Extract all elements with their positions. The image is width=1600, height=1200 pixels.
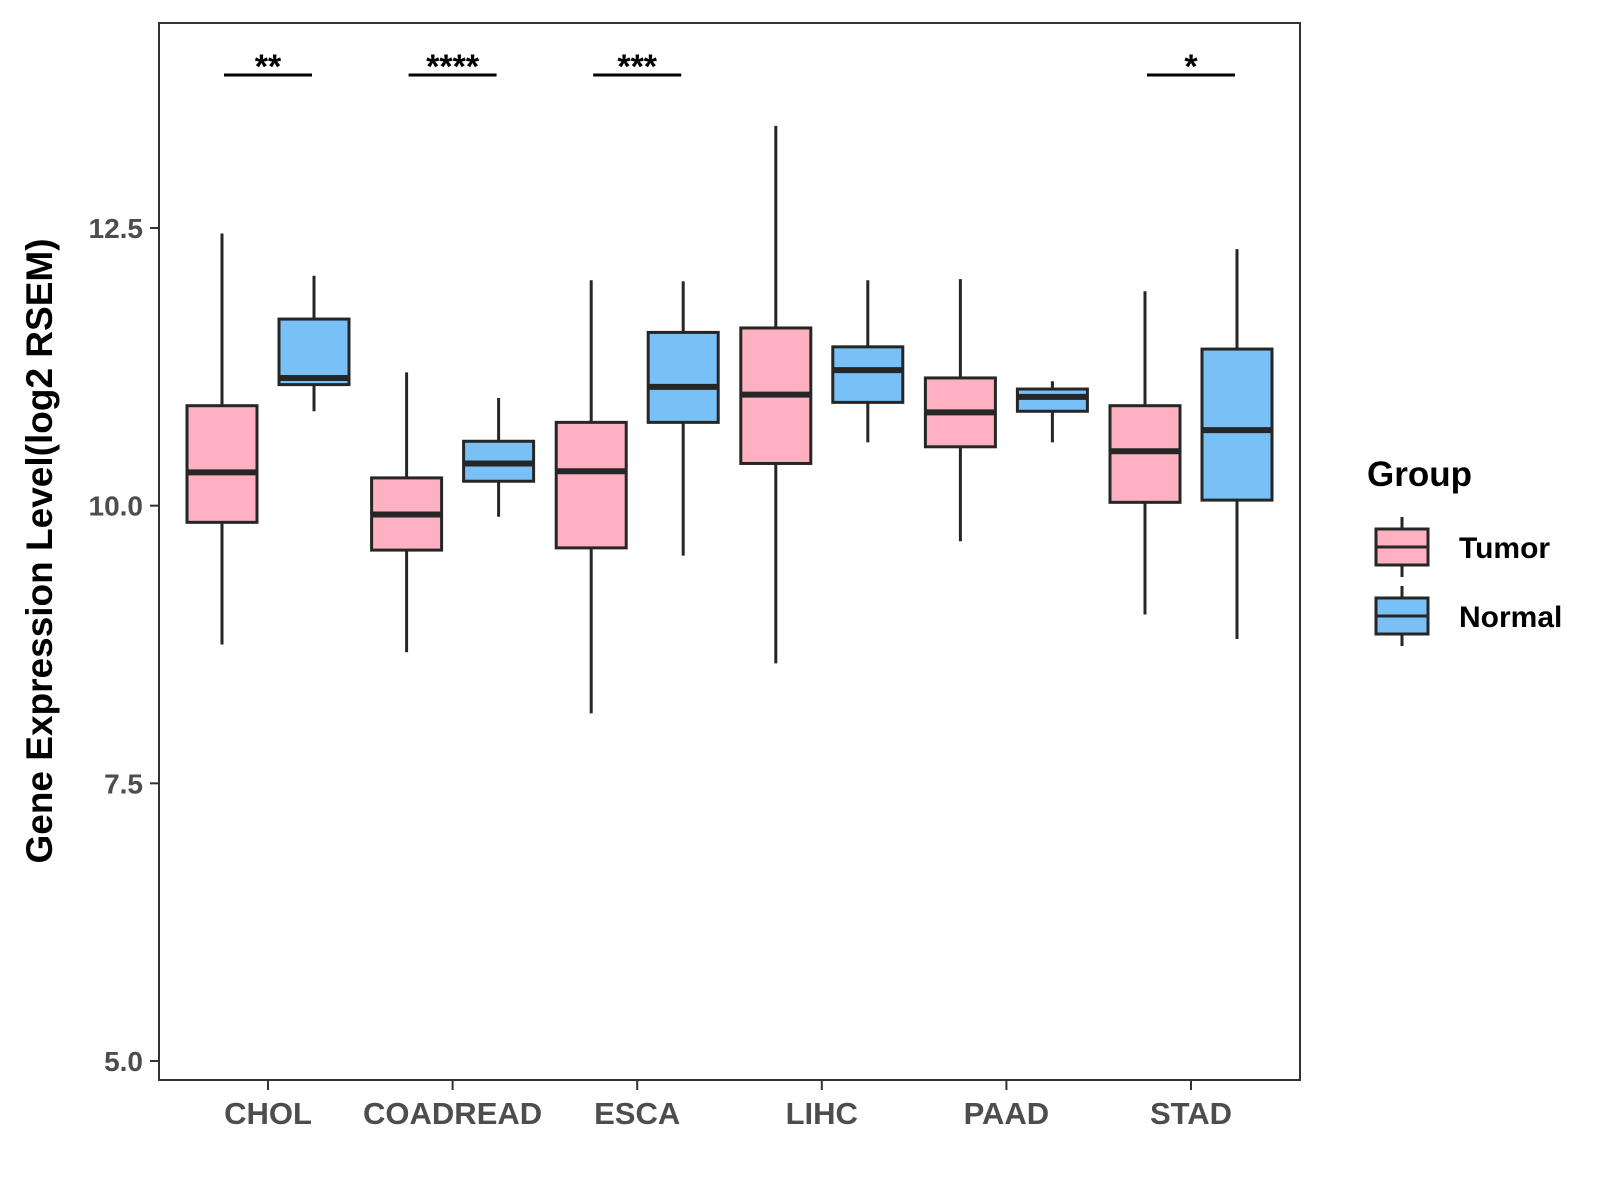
legend-entry-tumor: Tumor xyxy=(1374,517,1550,577)
box-tumor-coadread xyxy=(370,372,444,653)
legend: Group Tumor Normal xyxy=(1367,455,1562,646)
plot-panel xyxy=(158,22,1301,1081)
box-normal-coadread xyxy=(462,397,536,517)
x-tick-label: ESCA xyxy=(594,1096,680,1131)
box-body xyxy=(277,317,351,387)
y-axis-label: Gene Expression Level(log2 RSEM) xyxy=(19,238,60,863)
box-body xyxy=(1200,347,1274,502)
significance-label: * xyxy=(1184,48,1198,86)
legend-title: Group xyxy=(1367,455,1472,494)
y-tick-label: 12.5 xyxy=(89,213,144,244)
x-tick-label: COADREAD xyxy=(363,1096,542,1131)
x-tick-label: PAAD xyxy=(964,1096,1050,1131)
legend-label: Tumor xyxy=(1459,532,1550,565)
significance-stad: * xyxy=(1147,48,1235,86)
box-normal-esca xyxy=(646,281,720,556)
box-body xyxy=(185,404,259,524)
box-normal-lihc xyxy=(831,280,905,443)
x-tick-label: STAD xyxy=(1150,1096,1232,1131)
box-tumor-chol xyxy=(185,233,259,645)
y-axis: 5.0 7.5 10.0 12.5 xyxy=(89,213,159,1077)
legend-label: Normal xyxy=(1459,601,1562,634)
significance-esca: *** xyxy=(593,48,682,86)
box-normal-stad xyxy=(1200,249,1274,639)
box-tumor-paad xyxy=(923,279,997,542)
significance-annotations: ** **** *** * xyxy=(224,48,1235,86)
legend-entry-normal: Normal xyxy=(1374,586,1562,646)
box-body xyxy=(831,345,905,404)
box-body xyxy=(1015,387,1089,413)
box-tumor-esca xyxy=(554,280,628,714)
significance-label: *** xyxy=(617,48,657,86)
box-body xyxy=(554,420,628,550)
box-tumor-lihc xyxy=(739,125,813,664)
y-tick-label: 5.0 xyxy=(104,1046,143,1077)
significance-label: **** xyxy=(426,48,480,86)
box-normal-paad xyxy=(1015,381,1089,443)
y-tick-label: 7.5 xyxy=(104,768,143,799)
significance-label: ** xyxy=(255,48,282,86)
significance-coadread: **** xyxy=(408,48,497,86)
x-tick-label: CHOL xyxy=(224,1096,312,1131)
box-tumor-stad xyxy=(1108,291,1182,615)
x-axis: CHOL COADREAD ESCA LIHC PAAD STAD xyxy=(224,1080,1232,1131)
y-tick-label: 10.0 xyxy=(89,491,144,522)
x-tick-label: LIHC xyxy=(786,1096,858,1131)
significance-chol: ** xyxy=(224,48,312,86)
box-body xyxy=(646,330,720,424)
chart-marks xyxy=(185,125,1274,714)
box-normal-chol xyxy=(277,275,351,412)
